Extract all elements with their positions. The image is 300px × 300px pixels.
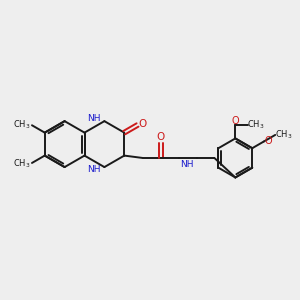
Text: CH$_3$: CH$_3$ <box>13 118 31 130</box>
Text: NH: NH <box>87 114 101 123</box>
Text: CH$_3$: CH$_3$ <box>275 129 293 141</box>
Text: O: O <box>138 119 147 129</box>
Text: CH$_3$: CH$_3$ <box>247 119 265 131</box>
Text: NH: NH <box>180 160 194 169</box>
Text: O: O <box>232 116 239 126</box>
Text: O: O <box>157 132 165 142</box>
Text: CH$_3$: CH$_3$ <box>13 158 31 170</box>
Text: NH: NH <box>87 165 101 174</box>
Text: O: O <box>264 136 272 146</box>
